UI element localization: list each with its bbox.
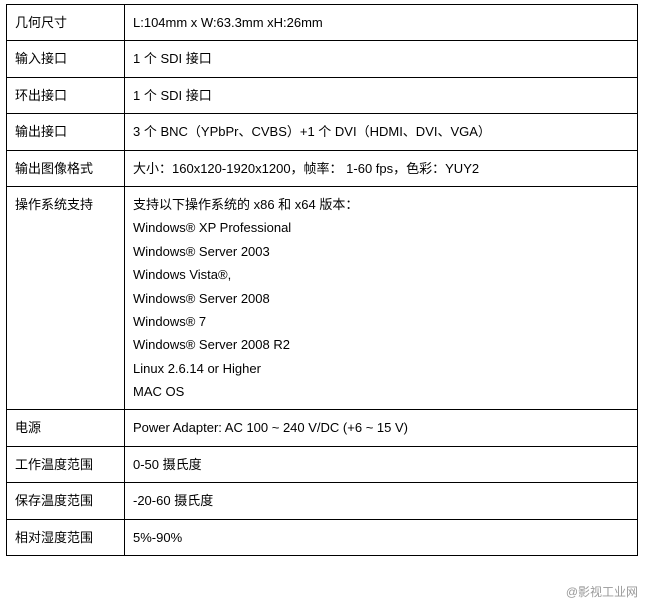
table-row: 操作系统支持支持以下操作系统的 x86 和 x64 版本：Windows® XP…: [7, 186, 638, 410]
row-label: 输出图像格式: [7, 150, 125, 186]
row-value: 支持以下操作系统的 x86 和 x64 版本：Windows® XP Profe…: [125, 186, 638, 410]
spec-table: 几何尺寸L:104mm x W:63.3mm xH:26mm输入接口1 个 SD…: [6, 4, 638, 556]
row-value: 5%-90%: [125, 519, 638, 555]
row-value-line: Windows® Server 2008 R2: [133, 333, 629, 356]
row-value-line: Windows Vista®,: [133, 263, 629, 286]
row-label: 输入接口: [7, 41, 125, 77]
spec-table-body: 几何尺寸L:104mm x W:63.3mm xH:26mm输入接口1 个 SD…: [7, 5, 638, 556]
row-value: Power Adapter: AC 100 ~ 240 V/DC (+6 ~ 1…: [125, 410, 638, 446]
table-row: 相对湿度范围5%-90%: [7, 519, 638, 555]
row-value-line: Windows® Server 2003: [133, 240, 629, 263]
row-value-line: Windows® XP Professional: [133, 216, 629, 239]
table-row: 环出接口1 个 SDI 接口: [7, 77, 638, 113]
table-row: 工作温度范围0-50 摄氏度: [7, 446, 638, 482]
row-value-line: Windows® 7: [133, 310, 629, 333]
row-label: 相对湿度范围: [7, 519, 125, 555]
row-value: 1 个 SDI 接口: [125, 77, 638, 113]
row-value: -20-60 摄氏度: [125, 483, 638, 519]
watermark: @影视工业网: [566, 583, 638, 600]
row-value-line: Linux 2.6.14 or Higher: [133, 357, 629, 380]
row-label: 电源: [7, 410, 125, 446]
row-label: 几何尺寸: [7, 5, 125, 41]
row-label: 输出接口: [7, 114, 125, 150]
row-label: 保存温度范围: [7, 483, 125, 519]
row-value-line: 支持以下操作系统的 x86 和 x64 版本：: [133, 193, 629, 216]
row-value: 大小：160x120-1920x1200，帧率： 1-60 fps，色彩：YUY…: [125, 150, 638, 186]
table-row: 保存温度范围-20-60 摄氏度: [7, 483, 638, 519]
table-row: 输出接口3 个 BNC（YPbPr、CVBS）+1 个 DVI（HDMI、DVI…: [7, 114, 638, 150]
row-value: 1 个 SDI 接口: [125, 41, 638, 77]
row-value: L:104mm x W:63.3mm xH:26mm: [125, 5, 638, 41]
row-value: 0-50 摄氏度: [125, 446, 638, 482]
row-label: 工作温度范围: [7, 446, 125, 482]
table-row: 电源Power Adapter: AC 100 ~ 240 V/DC (+6 ~…: [7, 410, 638, 446]
row-label: 操作系统支持: [7, 186, 125, 410]
row-value-line: MAC OS: [133, 380, 629, 403]
row-label: 环出接口: [7, 77, 125, 113]
row-value: 3 个 BNC（YPbPr、CVBS）+1 个 DVI（HDMI、DVI、VGA…: [125, 114, 638, 150]
row-value-line: Windows® Server 2008: [133, 287, 629, 310]
table-row: 几何尺寸L:104mm x W:63.3mm xH:26mm: [7, 5, 638, 41]
table-row: 输出图像格式大小：160x120-1920x1200，帧率： 1-60 fps，…: [7, 150, 638, 186]
table-row: 输入接口1 个 SDI 接口: [7, 41, 638, 77]
